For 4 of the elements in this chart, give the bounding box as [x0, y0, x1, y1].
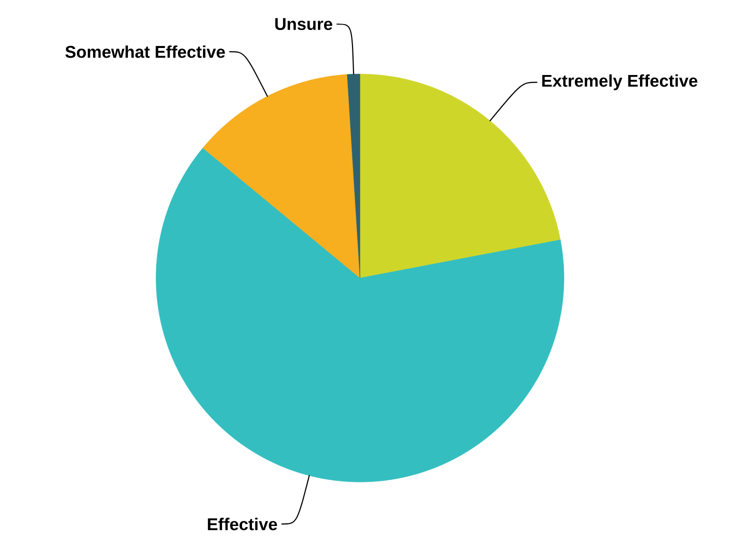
slice-label: Somewhat Effective [65, 45, 225, 58]
slice-label: Effective [208, 518, 278, 530]
slice-label: Unsure [275, 18, 332, 30]
slice-label: Extremely Effective [542, 74, 698, 90]
